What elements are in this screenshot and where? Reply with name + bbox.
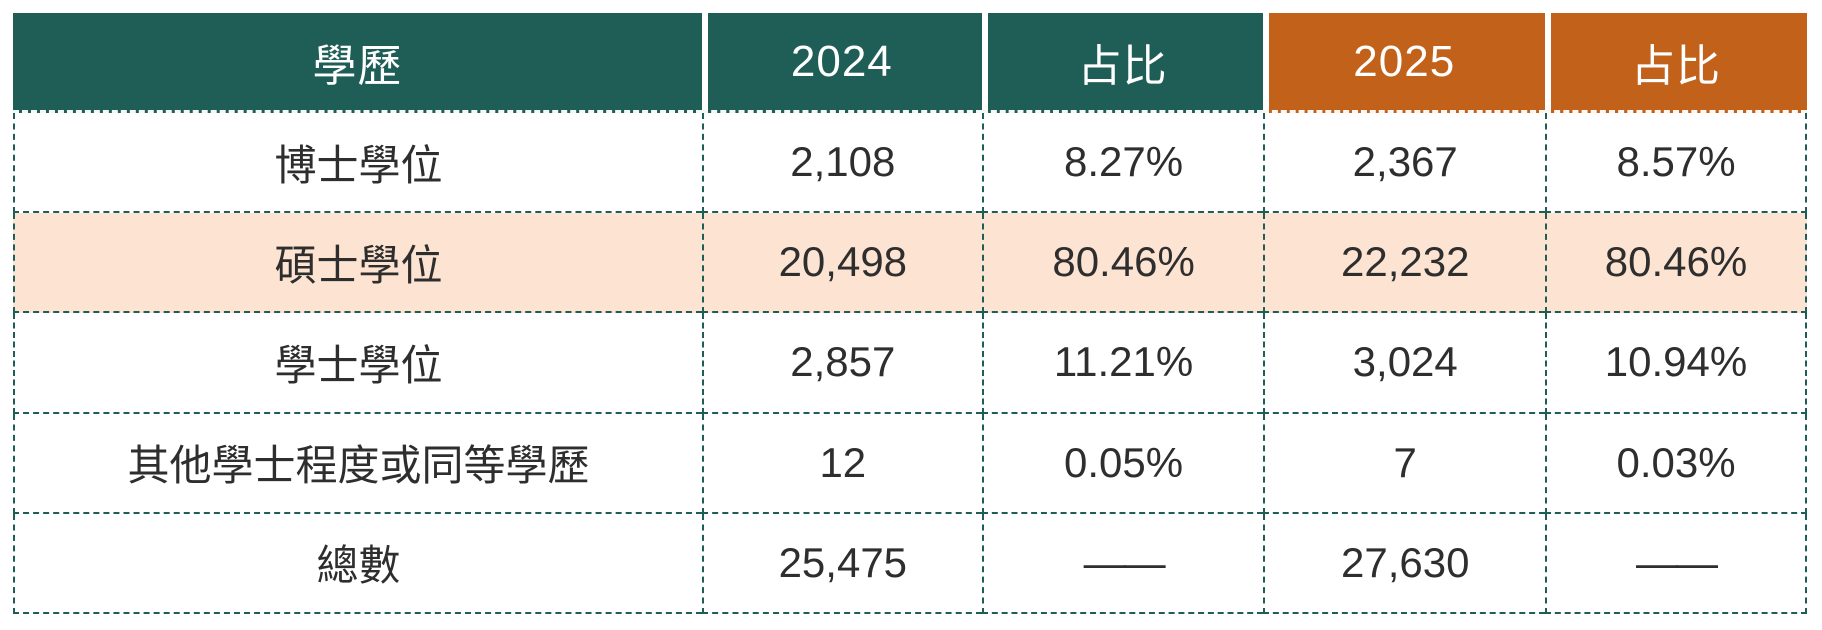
count-2025-cell: 3,024 <box>1263 313 1546 414</box>
header-share-2024: 占比 <box>981 13 1264 113</box>
count-2024-cell: 25,475 <box>701 513 982 614</box>
count-2024-cell: 20,498 <box>701 213 982 314</box>
share-2024-cell: 80.46% <box>981 213 1264 314</box>
count-2025-cell: 27,630 <box>1263 513 1546 614</box>
share-2024-cell: 0.05% <box>981 413 1264 514</box>
education-level-cell: 學士學位 <box>13 313 702 414</box>
education-statistics-table: 學歷 2024 占比 2025 占比 博士學位 2,108 8.27% 2,36… <box>13 13 1807 614</box>
table-row: 碩士學位 20,498 80.46% 22,232 80.46% <box>13 213 1807 314</box>
table-row: 總數 25,475 —— 27,630 —— <box>13 513 1807 614</box>
table-row: 其他學士程度或同等學歷 12 0.05% 7 0.03% <box>13 413 1807 514</box>
education-level-cell: 其他學士程度或同等學歷 <box>13 413 702 514</box>
education-level-cell: 總數 <box>13 513 702 614</box>
share-2025-cell: —— <box>1545 513 1807 614</box>
count-2025-cell: 22,232 <box>1263 213 1546 314</box>
share-2025-cell: 80.46% <box>1545 213 1807 314</box>
count-2025-cell: 2,367 <box>1263 113 1546 214</box>
header-year-2024: 2024 <box>701 13 982 113</box>
education-level-cell: 碩士學位 <box>13 213 702 314</box>
education-level-cell: 博士學位 <box>13 113 702 214</box>
header-year-2025: 2025 <box>1263 13 1546 113</box>
header-row: 學歷 2024 占比 2025 占比 <box>13 13 1807 113</box>
share-2024-cell: —— <box>981 513 1264 614</box>
table-row: 博士學位 2,108 8.27% 2,367 8.57% <box>13 113 1807 214</box>
count-2024-cell: 2,108 <box>701 113 982 214</box>
header-education-level: 學歷 <box>13 13 702 113</box>
header-share-2025: 占比 <box>1545 13 1807 113</box>
share-2024-cell: 8.27% <box>981 113 1264 214</box>
table-header: 學歷 2024 占比 2025 占比 <box>13 13 1807 113</box>
table-body: 博士學位 2,108 8.27% 2,367 8.57% 碩士學位 20,498… <box>13 113 1807 614</box>
data-table: 學歷 2024 占比 2025 占比 博士學位 2,108 8.27% 2,36… <box>13 13 1807 614</box>
share-2024-cell: 11.21% <box>981 313 1264 414</box>
count-2025-cell: 7 <box>1263 413 1546 514</box>
table-row: 學士學位 2,857 11.21% 3,024 10.94% <box>13 313 1807 414</box>
share-2025-cell: 0.03% <box>1545 413 1807 514</box>
count-2024-cell: 12 <box>701 413 982 514</box>
share-2025-cell: 10.94% <box>1545 313 1807 414</box>
count-2024-cell: 2,857 <box>701 313 982 414</box>
share-2025-cell: 8.57% <box>1545 113 1807 214</box>
